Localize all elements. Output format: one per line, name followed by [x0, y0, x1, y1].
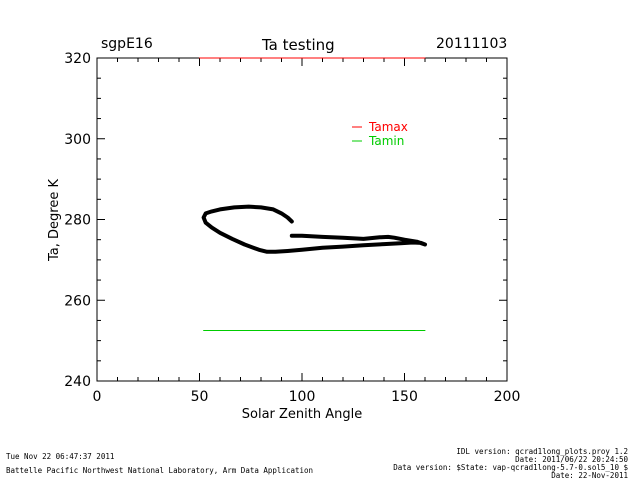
chart-title: Ta testing [262, 36, 335, 54]
tick-labels: 0 50 100 150 200 240 260 280 300 320 [64, 51, 520, 405]
footer-institution: Battelle Pacific Northwest National Labo… [6, 466, 314, 475]
plot-frame [96, 57, 508, 382]
footer-timestamp: Tue Nov 22 06:47:37 2011 [6, 452, 115, 461]
x-tick-label: 0 [93, 389, 102, 405]
footer-data-date: Date: 22-Nov-2011 [551, 471, 628, 480]
footer-idl-date: Date: 2011/06/22 20:24:50 [515, 455, 628, 464]
y-axis-label: Ta, Degree K [47, 179, 62, 262]
ta-series-line [201, 204, 427, 254]
y-tick-label: 260 [64, 293, 91, 309]
y-tick-label: 300 [64, 132, 91, 148]
tamax-legend-label: Tamax [368, 120, 408, 134]
footer-data-version: Data version: $State: vap-qcrad1long-5.7… [393, 463, 628, 472]
date-label: 20111103 [436, 36, 508, 52]
series-layer [199, 57, 427, 331]
x-axis-label: Solar Zenith Angle [242, 407, 362, 422]
x-tick-label: 200 [494, 389, 521, 405]
y-tick-label: 280 [64, 213, 91, 229]
y-tick-label: 320 [64, 51, 91, 67]
x-tick-label: 150 [391, 389, 418, 405]
site-label: sgpE16 [101, 36, 153, 52]
tamin-legend-label: Tamin [368, 134, 404, 148]
y-tick-label: 240 [64, 374, 91, 390]
x-tick-label: 100 [289, 389, 316, 405]
axis-ticks [96, 57, 508, 382]
footer-idl-version: IDL version: qcrad1long_plots.proy 1.2 [456, 447, 628, 456]
x-tick-label: 50 [191, 389, 209, 405]
